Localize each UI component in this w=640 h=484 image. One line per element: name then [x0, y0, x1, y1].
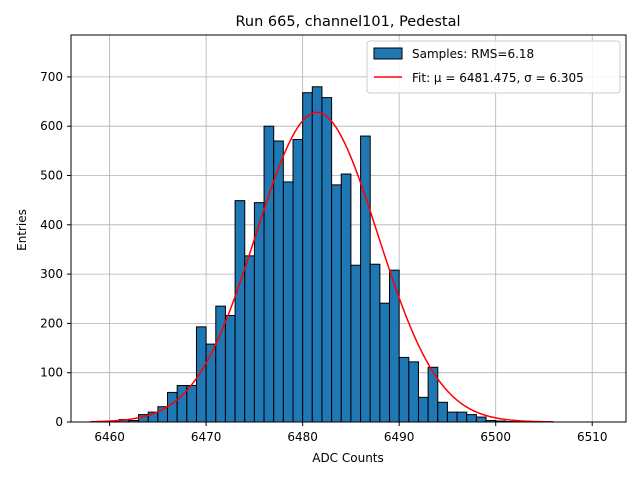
y-tick-label: 600	[40, 119, 63, 133]
histogram-bar	[303, 93, 313, 422]
x-tick-label: 6500	[480, 430, 511, 444]
histogram-bar	[418, 397, 428, 422]
legend: Samples: RMS=6.18 Fit: μ = 6481.475, σ =…	[367, 41, 620, 93]
y-tick-label: 400	[40, 218, 63, 232]
histogram-bar	[225, 316, 235, 422]
x-tick-label: 6510	[577, 430, 608, 444]
y-tick-label: 200	[40, 316, 63, 330]
histogram-bar	[361, 136, 371, 422]
histogram-bar	[476, 417, 486, 422]
legend-fit-label: Fit: μ = 6481.475, σ = 6.305	[412, 71, 584, 85]
histogram-bar	[409, 362, 419, 422]
x-tick-label: 6470	[191, 430, 222, 444]
histogram-bar	[187, 386, 197, 422]
histogram-bar	[467, 415, 477, 422]
x-tick-label: 6460	[94, 430, 125, 444]
histogram-bar	[457, 412, 467, 422]
histogram-bar	[399, 357, 409, 422]
histogram-bar	[168, 392, 178, 422]
histogram-bar	[312, 87, 322, 422]
legend-histogram-label: Samples: RMS=6.18	[412, 47, 534, 61]
histogram-bar	[196, 327, 206, 422]
histogram-bar	[283, 182, 293, 422]
x-tick-label: 6490	[384, 430, 415, 444]
histogram-bar	[322, 98, 332, 422]
y-tick-label: 700	[40, 70, 63, 84]
histogram-bar	[264, 126, 274, 422]
histogram-bar	[428, 367, 438, 422]
histogram-bar	[447, 412, 457, 422]
histogram-bar	[370, 264, 380, 422]
y-tick-label: 300	[40, 267, 63, 281]
y-tick-label: 100	[40, 366, 63, 380]
x-tick-label: 6480	[287, 430, 318, 444]
x-axis-label: ADC Counts	[312, 451, 384, 465]
histogram-bar	[274, 141, 284, 422]
histogram-bar	[341, 174, 351, 422]
legend-histogram-swatch	[374, 48, 402, 59]
histogram-bar	[380, 303, 390, 422]
histogram-bar	[206, 344, 216, 422]
histogram-bar	[438, 402, 448, 422]
histogram-bar	[293, 140, 303, 422]
y-tick-label: 500	[40, 169, 63, 183]
histogram-bar	[235, 201, 245, 422]
y-tick-label: 0	[55, 415, 63, 429]
y-axis-label: Entries	[15, 209, 29, 251]
histogram-bar	[332, 185, 342, 422]
chart-title: Run 665, channel101, Pedestal	[235, 14, 460, 30]
histogram-bar	[351, 265, 361, 422]
histogram-bar	[245, 256, 255, 422]
